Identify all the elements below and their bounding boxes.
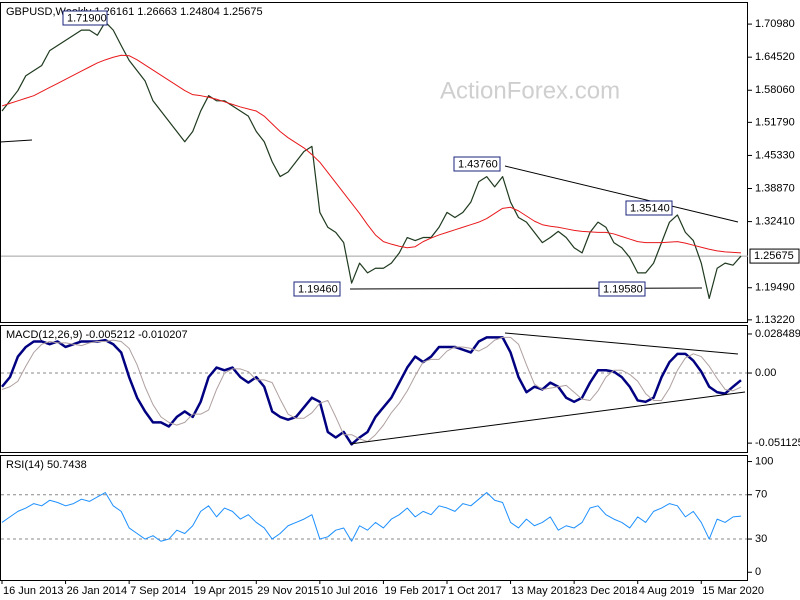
y-tick-label: 100 xyxy=(755,455,773,467)
annotation: 1.35140 xyxy=(625,200,673,216)
panel-frame xyxy=(0,325,748,453)
x-tick-label: 4 Aug 2019 xyxy=(639,585,695,597)
y-tick-label: 0 xyxy=(755,566,761,578)
y-tick-label: 1.13220 xyxy=(755,314,795,326)
y-tick-label: 1.70980 xyxy=(755,18,795,30)
series-line xyxy=(1,21,742,300)
panel-title: MACD(12,26,9) -0.005212 -0.010207 xyxy=(6,329,188,341)
y-tick-label: 70 xyxy=(755,489,767,501)
y-tick-label: 1.64520 xyxy=(755,51,795,63)
y-tick-label: 0.028489 xyxy=(755,328,800,340)
series-line xyxy=(1,492,742,542)
y-tick-label: -0.051125 xyxy=(755,437,800,449)
x-tick-label: 15 Mar 2020 xyxy=(702,585,764,597)
watermark: ActionForex.com xyxy=(440,77,620,104)
x-tick-label: 19 Feb 2017 xyxy=(384,585,446,597)
series-line xyxy=(1,336,742,446)
series-line xyxy=(1,336,742,443)
trend-line xyxy=(504,165,739,223)
series-line xyxy=(1,54,742,254)
y-tick-label: 0.00 xyxy=(755,367,776,379)
y-tick-label: 1.58060 xyxy=(755,84,795,96)
x-tick-label: 13 May 2018 xyxy=(512,585,576,597)
x-tick-label: 26 Jan 2014 xyxy=(67,585,128,597)
price-label: 1.25675 xyxy=(754,250,794,262)
y-tick-label: 1.19490 xyxy=(755,282,795,294)
annotation: 1.43760 xyxy=(453,156,501,172)
panel-title: GBPUSD,Weekly 1.26161 1.26663 1.24804 1.… xyxy=(6,6,263,18)
x-tick-label: 10 Jul 2016 xyxy=(321,585,378,597)
y-tick-label: 1.45330 xyxy=(755,149,795,161)
y-tick-label: 30 xyxy=(755,533,767,545)
x-tick-label: 7 Sep 2014 xyxy=(130,585,186,597)
annotation-text: 1.43760 xyxy=(458,158,498,170)
annotation: 1.19460 xyxy=(293,281,341,297)
x-tick-label: 29 Nov 2015 xyxy=(257,585,319,597)
x-tick-label: 23 Dec 2018 xyxy=(575,585,637,597)
annotation-text: 1.71900 xyxy=(67,12,107,24)
price-label-box xyxy=(749,248,800,264)
panel-frame xyxy=(0,455,748,581)
annotation-text: 1.35140 xyxy=(630,202,670,214)
annotation-text: 1.19460 xyxy=(298,283,338,295)
x-tick-label: 1 Oct 2017 xyxy=(448,585,502,597)
trend-line xyxy=(0,139,33,143)
trend-line xyxy=(349,391,746,445)
y-tick-label: 1.38870 xyxy=(755,182,795,194)
y-tick-label: 1.51790 xyxy=(755,116,795,128)
x-tick-label: 19 Apr 2015 xyxy=(194,585,253,597)
trend-line xyxy=(504,332,739,355)
annotation: 1.19580 xyxy=(598,281,646,297)
y-tick-label: 1.32410 xyxy=(755,215,795,227)
panel-frame xyxy=(0,2,748,323)
annotation: 1.71900 xyxy=(62,10,108,26)
x-tick-label: 16 Jun 2013 xyxy=(3,585,64,597)
annotation-text: 1.19580 xyxy=(603,283,643,295)
panel-title: RSI(14) 50.7438 xyxy=(6,459,87,471)
